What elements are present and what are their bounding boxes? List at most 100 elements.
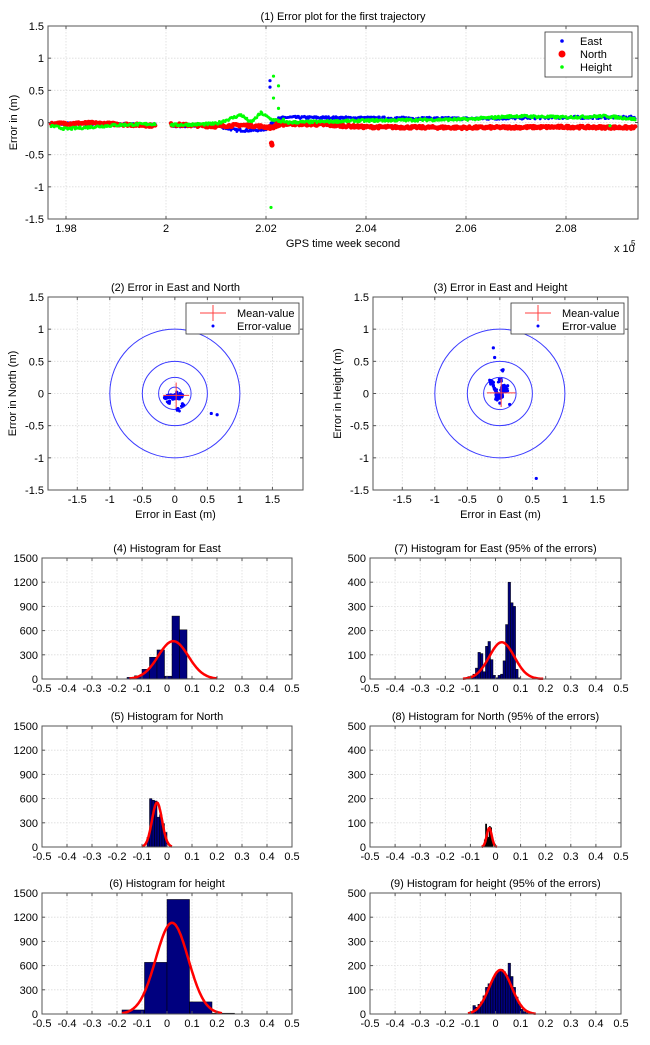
y-tick-label: 200 bbox=[348, 961, 366, 973]
x-tick-label: -0.5 bbox=[458, 494, 477, 506]
x-tick-label: 0.5 bbox=[284, 851, 299, 863]
series-north bbox=[48, 118, 638, 148]
x-tick-label: -1 bbox=[105, 494, 115, 506]
x-tick-label: 0.5 bbox=[525, 494, 540, 506]
histogram-bar bbox=[490, 659, 494, 680]
x-tick-label: 0.3 bbox=[563, 851, 578, 863]
histogram-bar bbox=[507, 962, 511, 1015]
x-tick-label: -0.4 bbox=[386, 851, 405, 863]
y-tick-label: -0.5 bbox=[25, 421, 44, 433]
outlier-point bbox=[269, 142, 275, 148]
y-tick-label: 1 bbox=[38, 324, 44, 336]
y-tick-label: 0 bbox=[38, 118, 44, 130]
y-tick-label: -1.5 bbox=[25, 214, 44, 226]
x-tick-label: -0.5 bbox=[33, 851, 52, 863]
x-tick-label: -0.1 bbox=[133, 851, 152, 863]
x-tick-label: 0.1 bbox=[184, 683, 199, 695]
y-tick-label: 300 bbox=[20, 650, 38, 662]
histogram-bar bbox=[507, 581, 511, 680]
x-tick-label: 0.1 bbox=[184, 851, 199, 863]
x-tick-label: -0.3 bbox=[83, 851, 102, 863]
normal-fit-curve bbox=[121, 921, 223, 1015]
legend-label-error: Error-value bbox=[562, 321, 616, 333]
y-tick-label: -1 bbox=[359, 453, 369, 465]
outlier-point bbox=[271, 96, 276, 100]
error-point bbox=[505, 387, 509, 391]
chart-title: (8) Histogram for North (95% of the erro… bbox=[392, 711, 599, 723]
x-axis-label: GPS time week second bbox=[286, 238, 400, 250]
x-tick-label: 0.2 bbox=[538, 1018, 553, 1030]
chart-p3: -1.5 -1 -0.5 0 0.5 1 1.5 -1.5 -1 -0.5 0 0.5 1 1.5 (3) … bbox=[332, 282, 629, 521]
error-point bbox=[490, 382, 494, 386]
y-tick-label: 100 bbox=[348, 985, 366, 997]
outlier-point bbox=[269, 205, 273, 210]
x-tick-label: 0 bbox=[164, 683, 170, 695]
x-tick-label: -0.2 bbox=[436, 1018, 455, 1030]
x-tick-label: -0.4 bbox=[386, 1018, 405, 1030]
error-point bbox=[508, 402, 512, 407]
legend-label-mean: Mean-value bbox=[237, 308, 294, 320]
x-multiplier-label: x 10 bbox=[614, 243, 635, 255]
y-tick-label: 1.5 bbox=[29, 292, 44, 304]
y-tick-label: 500 bbox=[348, 553, 366, 565]
y-tick-label: 0.5 bbox=[354, 356, 369, 368]
chart-h9: -0.5 -0.4 -0.3 -0.2 -0.1 0 0.1 0.2 0.3 0.4 0.5 0 100… bbox=[348, 878, 629, 1030]
legend-marker-east bbox=[560, 39, 564, 43]
y-tick-label: 0 bbox=[38, 389, 44, 401]
chart-p2: -1.5 -1 -0.5 0 0.5 1 1.5 -1.5 -1 -0.5 0 0.5 1 1.5 (2) … bbox=[7, 282, 304, 521]
x-tick-label: 0.1 bbox=[184, 1018, 199, 1030]
y-tick-label: 0.5 bbox=[29, 85, 44, 97]
histogram-bar bbox=[495, 972, 499, 1015]
y-tick-label: 0 bbox=[32, 842, 38, 854]
histogram-bar bbox=[510, 976, 514, 1015]
y-tick-label: 0 bbox=[360, 1009, 366, 1021]
x-tick-label: 0 bbox=[492, 683, 498, 695]
normal-fit-curve bbox=[129, 639, 218, 680]
x-tick-label: -0.2 bbox=[436, 851, 455, 863]
y-tick-label: 0 bbox=[363, 389, 369, 401]
x-tick-label: 0.1 bbox=[513, 851, 528, 863]
x-tick-label: -0.3 bbox=[411, 851, 430, 863]
data-point bbox=[238, 127, 242, 131]
x-tick-label: 0.2 bbox=[209, 851, 224, 863]
chart-title: (4) Histogram for East bbox=[113, 543, 221, 555]
y-tick-label: -1.5 bbox=[25, 485, 44, 497]
histogram-bar bbox=[490, 982, 494, 1015]
error-point bbox=[488, 378, 491, 382]
histogram-bar bbox=[502, 971, 506, 1015]
x-tick-label: -0.4 bbox=[386, 683, 405, 695]
histogram-bar bbox=[477, 652, 481, 680]
error-circle bbox=[483, 376, 517, 411]
y-tick-label: 300 bbox=[20, 985, 38, 997]
legend-marker-north bbox=[558, 50, 566, 58]
y-axis-label: Error in North (m) bbox=[7, 351, 19, 437]
x-tick-label: 0 bbox=[164, 1018, 170, 1030]
x-tick-label: 2.06 bbox=[455, 223, 476, 235]
y-tick-label: 1200 bbox=[14, 577, 38, 589]
x-tick-label: -0.4 bbox=[58, 1018, 77, 1030]
x-tick-label: 1.5 bbox=[265, 494, 280, 506]
chart-title: (1) Error plot for the first trajectory bbox=[260, 11, 426, 23]
y-tick-label: 0 bbox=[360, 842, 366, 854]
normal-fit-curve bbox=[481, 826, 498, 848]
legend-marker-error bbox=[536, 324, 540, 328]
chart-title: (7) Histogram for East (95% of the error… bbox=[394, 543, 596, 555]
data-point bbox=[377, 115, 381, 119]
y-tick-label: 600 bbox=[20, 961, 38, 973]
x-tick-label: -0.1 bbox=[461, 1018, 480, 1030]
x-tick-label: -1.5 bbox=[393, 494, 412, 506]
y-tick-label: -1 bbox=[34, 182, 44, 194]
histogram-bar bbox=[500, 968, 504, 1015]
x-tick-label: 1 bbox=[562, 494, 568, 506]
error-point bbox=[496, 394, 500, 397]
chart-h4: -0.5 -0.4 -0.3 -0.2 -0.1 0 0.1 0.2 0.3 0.4 0.5 0 300… bbox=[14, 543, 300, 695]
y-tick-label: 0 bbox=[32, 674, 38, 686]
error-point bbox=[178, 409, 181, 413]
outlier-point bbox=[268, 85, 272, 89]
error-point bbox=[209, 411, 213, 416]
histogram-bar bbox=[156, 816, 160, 848]
x-tick-label: -0.3 bbox=[83, 1018, 102, 1030]
chart-h7: -0.5 -0.4 -0.3 -0.2 -0.1 0 0.1 0.2 0.3 0.4 0.5 0 100… bbox=[348, 543, 629, 695]
y-tick-label: 1500 bbox=[14, 553, 38, 565]
